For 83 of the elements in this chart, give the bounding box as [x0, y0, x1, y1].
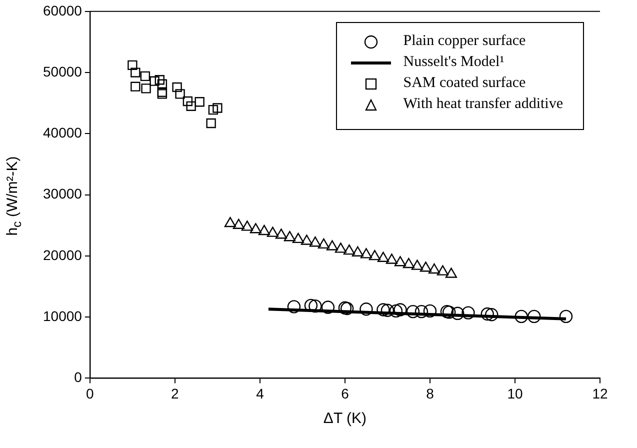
y-tick-label: 10000 — [42, 308, 82, 324]
point — [304, 298, 318, 312]
point — [360, 302, 373, 316]
point — [480, 307, 494, 321]
point — [232, 218, 244, 229]
point — [420, 262, 432, 272]
point — [389, 304, 403, 318]
point — [130, 82, 140, 92]
point — [428, 263, 440, 274]
legend-label: SAM coated surface — [403, 75, 526, 92]
y-tick-label: 60000 — [42, 2, 82, 18]
point — [326, 240, 338, 250]
point — [241, 220, 253, 231]
point — [451, 306, 464, 320]
point — [376, 303, 390, 316]
point — [360, 248, 372, 258]
point — [224, 216, 236, 228]
point — [175, 89, 185, 99]
point — [318, 238, 330, 249]
point — [172, 82, 182, 92]
x-tick-label: 12 — [592, 385, 608, 402]
x-tick-label: 2 — [171, 385, 180, 402]
point — [157, 79, 168, 89]
point — [386, 254, 398, 264]
point — [194, 97, 204, 107]
point — [528, 310, 541, 324]
point — [258, 224, 270, 236]
point — [559, 310, 573, 324]
point — [440, 304, 454, 318]
y-tick-label: 40000 — [42, 124, 82, 141]
point — [394, 256, 406, 266]
x-tick-label: 4 — [256, 385, 264, 402]
point — [128, 60, 138, 70]
legend-label: Nusselt's Model¹ — [403, 54, 504, 71]
point — [406, 304, 420, 318]
x-tick-label: 10 — [507, 385, 523, 402]
point — [377, 252, 390, 262]
point — [402, 258, 415, 268]
legend-label: Plain copper surface — [403, 33, 526, 50]
point — [308, 299, 322, 313]
point — [275, 228, 288, 239]
point — [411, 260, 424, 270]
point — [300, 234, 313, 245]
point — [287, 300, 301, 314]
legend-label: With heat transfer additive — [403, 96, 563, 113]
point — [343, 244, 356, 255]
x-tick-label: 8 — [426, 385, 434, 402]
point — [394, 303, 407, 316]
point — [154, 75, 164, 85]
point — [206, 118, 216, 128]
point — [445, 268, 458, 278]
point — [284, 230, 296, 242]
point — [212, 103, 222, 113]
point — [368, 250, 381, 260]
y-tick-label: 30000 — [42, 186, 82, 202]
y-tick-label: 20000 — [42, 246, 82, 263]
point — [436, 265, 449, 276]
point — [182, 96, 193, 106]
x-tick-label: 0 — [86, 385, 94, 402]
point — [462, 306, 475, 320]
point — [141, 84, 151, 94]
point — [208, 104, 218, 115]
point — [485, 308, 498, 322]
point — [514, 310, 528, 324]
y-tick-label: 50000 — [42, 63, 82, 80]
point — [140, 71, 150, 82]
point — [150, 76, 160, 86]
point — [352, 246, 364, 256]
point — [414, 304, 428, 318]
point — [266, 226, 278, 237]
point — [250, 223, 262, 234]
point — [442, 306, 456, 319]
point — [309, 236, 322, 247]
point — [321, 300, 335, 314]
x-tick-label: 6 — [341, 385, 350, 402]
point — [380, 304, 394, 317]
x-axis-title: ΔT (K) — [323, 410, 367, 428]
point — [130, 68, 140, 78]
point — [186, 101, 196, 111]
point — [292, 232, 304, 244]
point — [423, 304, 437, 318]
point — [334, 242, 347, 253]
y-tick-label: 0 — [74, 369, 82, 386]
